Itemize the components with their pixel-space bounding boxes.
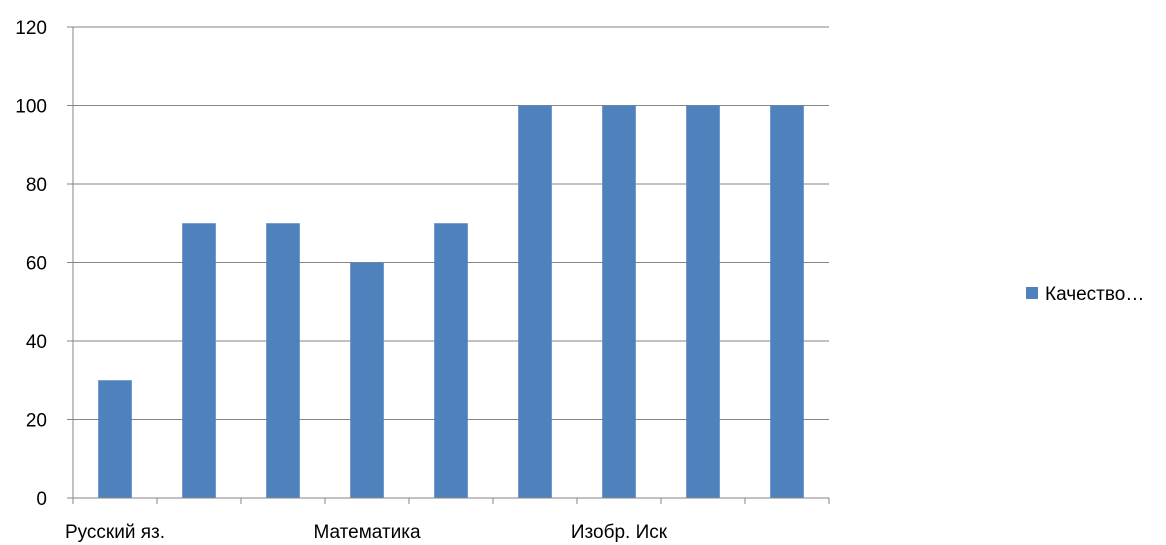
x-tick-label: Изобр. Иск [571,522,668,543]
x-tick-labels: Русский яз. Математика Изобр. Иск [65,522,668,543]
y-tick-label: 40 [26,332,47,353]
y-tick-label: 20 [26,411,47,432]
x-tick-label: Русский яз. [65,522,165,543]
y-tick-label: 60 [26,254,47,275]
bar [182,223,216,498]
bar [602,105,636,498]
bar [434,223,468,498]
y-tick-label: 80 [26,175,47,196]
bar [518,105,552,498]
legend-label: Качество… [1045,284,1144,305]
legend: Качество… [1026,284,1144,305]
y-tick-labels: 0 20 40 60 80 100 120 [15,18,47,510]
bars [98,105,804,498]
bar [770,105,804,498]
y-tick-label: 120 [15,18,47,39]
x-tick-label: Математика [313,522,421,543]
bar [266,223,300,498]
y-tick-label: 100 [15,97,47,118]
bar [98,380,132,498]
bar [686,105,720,498]
y-tick-label: 0 [36,489,47,510]
bar [350,262,384,498]
axes [72,27,830,504]
legend-swatch [1026,287,1038,299]
